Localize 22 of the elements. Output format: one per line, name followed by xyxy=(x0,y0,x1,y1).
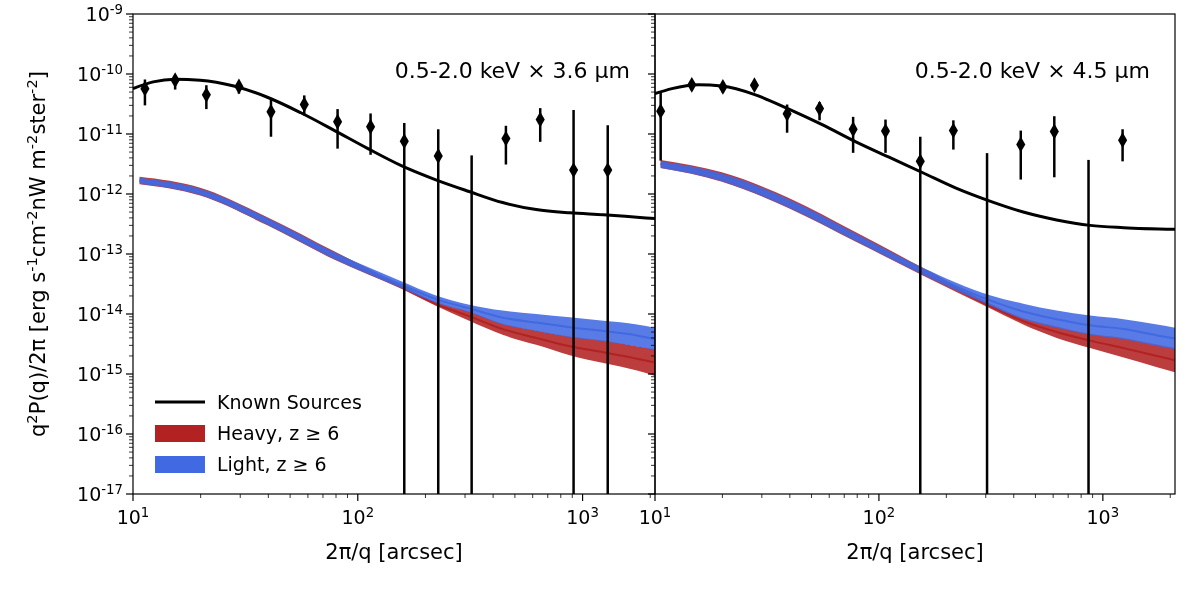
y-tick-label: 10$^{-13}$ xyxy=(77,241,123,265)
y-tick-label: 10$^{-9}$ xyxy=(85,1,123,25)
y-tick-label: 10$^{-16}$ xyxy=(77,421,123,445)
y-tick-label: 10$^{-15}$ xyxy=(77,361,123,385)
x-tick-label: 10$^{2}$ xyxy=(341,504,375,528)
legend-label: Light, z ≥ 6 xyxy=(217,453,327,475)
x-axis-title: 2π/q [arcsec] xyxy=(846,540,984,564)
legend-label: Known Sources xyxy=(217,391,362,413)
y-tick-label: 10$^{-12}$ xyxy=(77,181,123,205)
x-tick-label: 10$^{1}$ xyxy=(638,504,672,528)
text: 0.5-2.0 keV × 3.6 μm xyxy=(394,58,630,83)
y-tick-label: 10$^{-17}$ xyxy=(77,481,123,505)
x-tick-label: 10$^{3}$ xyxy=(1086,504,1120,528)
x-axis-title: 2π/q [arcsec] xyxy=(325,540,463,564)
legend-label: Heavy, z ≥ 6 xyxy=(217,422,340,444)
y-tick-label: 10$^{-14}$ xyxy=(77,301,123,325)
x-tick-label: 10$^{2}$ xyxy=(862,504,896,528)
y-tick-label: 10$^{-10}$ xyxy=(77,61,123,85)
text: 0.5-2.0 keV × 4.5 μm xyxy=(914,58,1150,83)
y-tick-label: 10$^{-11}$ xyxy=(77,121,123,145)
x-tick-label: 10$^{1}$ xyxy=(116,504,150,528)
x-tick-label: 10$^{3}$ xyxy=(566,504,599,528)
